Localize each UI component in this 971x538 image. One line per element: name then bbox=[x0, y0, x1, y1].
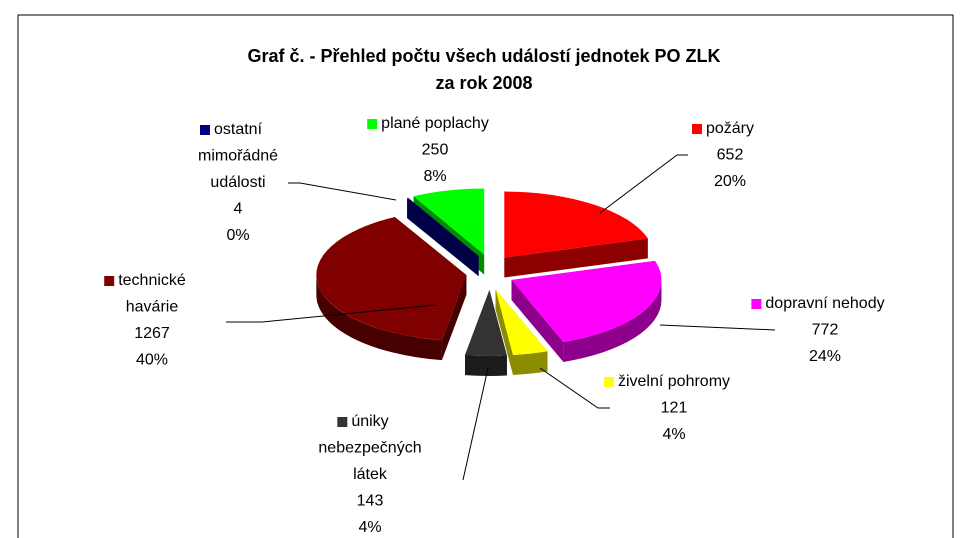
data-label-category: živelní pohromy bbox=[618, 373, 730, 390]
slice-top bbox=[511, 260, 662, 342]
slice-top bbox=[465, 289, 507, 356]
data-label-value: 121 bbox=[661, 400, 688, 417]
chart-subtitle: za rok 2008 bbox=[435, 73, 532, 93]
slice-wall bbox=[465, 355, 507, 376]
slice-top bbox=[316, 216, 467, 341]
label-line: ostatní bbox=[214, 121, 263, 138]
chart-title: Graf č. - Přehled počtu všech událostí j… bbox=[247, 46, 720, 66]
data-label-value: 250 bbox=[422, 142, 449, 159]
chart-frame bbox=[17, 14, 954, 538]
label-line: mimořádné bbox=[198, 148, 278, 165]
slice-side bbox=[408, 197, 479, 277]
slice bbox=[407, 197, 479, 277]
data-label-category: dopravní nehody bbox=[765, 295, 884, 312]
data-label-category: ostatní mimořádné události bbox=[198, 121, 278, 191]
leader-line bbox=[288, 182, 397, 201]
slice-top bbox=[407, 197, 479, 257]
slice bbox=[495, 289, 548, 376]
slice-side bbox=[495, 289, 514, 376]
slice-top bbox=[504, 191, 648, 258]
legend-swatch bbox=[337, 417, 348, 427]
data-label-percent: 4% bbox=[662, 426, 685, 443]
slice-wall bbox=[563, 280, 662, 362]
slice-side bbox=[511, 280, 564, 362]
label-line: nebezpečných bbox=[318, 440, 421, 457]
data-label-category: úniky nebezpečných látek bbox=[318, 413, 421, 483]
data-label-percent: 20% bbox=[714, 173, 746, 190]
data-label-value: 652 bbox=[717, 147, 744, 164]
data-label-category: technické havárie bbox=[118, 272, 186, 316]
data-label-value: 1267 bbox=[134, 325, 170, 342]
label-line: události bbox=[210, 174, 265, 191]
leader-line bbox=[599, 154, 688, 214]
slice-side bbox=[441, 274, 467, 361]
label-line: úniky bbox=[351, 413, 388, 430]
slice bbox=[465, 289, 507, 376]
legend-swatch bbox=[199, 125, 210, 135]
slice bbox=[511, 260, 662, 362]
legend-swatch bbox=[751, 299, 762, 309]
data-label-value: 4 bbox=[234, 201, 243, 218]
legend-swatch bbox=[104, 276, 115, 286]
data-label-value: 772 bbox=[812, 322, 839, 339]
data-label-percent: 0% bbox=[226, 227, 249, 244]
slice bbox=[504, 191, 648, 278]
data-label-value: 143 bbox=[357, 493, 384, 510]
slice-side bbox=[504, 238, 648, 278]
leader-line bbox=[539, 367, 610, 409]
slice-wall bbox=[316, 274, 442, 361]
label-line: technické bbox=[118, 272, 186, 289]
data-label-category: plané poplachy bbox=[381, 115, 489, 132]
slice-top bbox=[413, 188, 485, 255]
data-label-category: požáry bbox=[706, 120, 754, 137]
legend-swatch bbox=[367, 119, 378, 129]
legend-swatch bbox=[603, 377, 614, 387]
label-line: látek bbox=[353, 466, 388, 483]
leader-line bbox=[659, 324, 776, 331]
label-line: havárie bbox=[126, 299, 179, 316]
slice-wall bbox=[513, 351, 548, 376]
leader-line bbox=[462, 367, 489, 481]
data-label-percent: 40% bbox=[136, 352, 168, 369]
data-label-percent: 4% bbox=[358, 519, 381, 536]
slice bbox=[316, 216, 467, 361]
slice-top bbox=[495, 289, 548, 356]
leader-line bbox=[226, 304, 437, 323]
data-label-percent: 8% bbox=[423, 168, 446, 185]
data-label-percent: 24% bbox=[809, 348, 841, 365]
legend-swatch bbox=[691, 124, 702, 134]
